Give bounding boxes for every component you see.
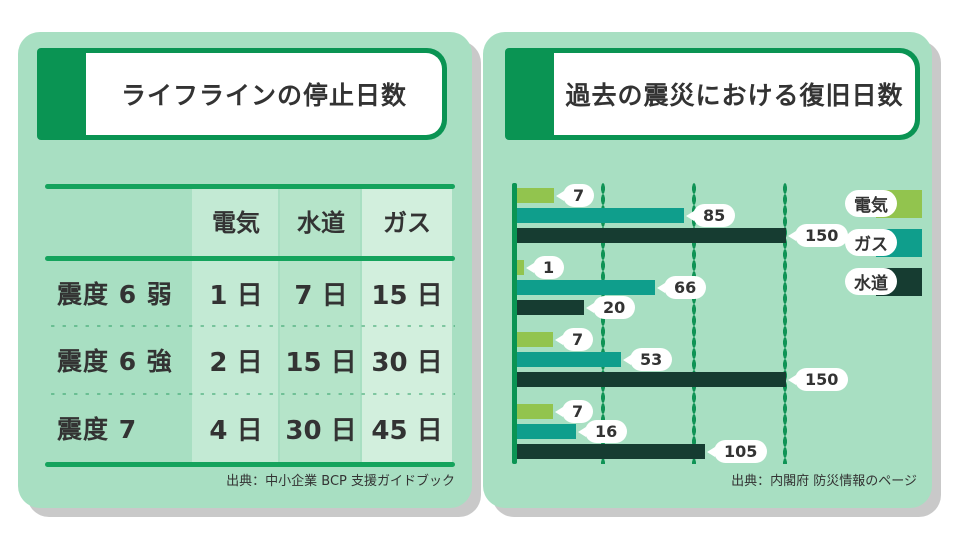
- bar-segment: [517, 444, 705, 459]
- gridline-50: [601, 183, 605, 464]
- bar-denki: 7: [517, 328, 594, 351]
- left-source-note: 出典：中小企業 BCP 支援ガイドブック: [226, 474, 455, 489]
- value-bubble: 85: [693, 204, 736, 227]
- table-header-rule: [45, 256, 455, 261]
- cell-value: 15 日: [371, 280, 443, 311]
- table-header-suido: 水道: [297, 208, 345, 237]
- row-label: 震度 6 弱: [57, 280, 173, 309]
- row-label: 震度 7: [57, 415, 138, 444]
- cell-value: 4 日: [209, 415, 263, 446]
- value-bubble: 66: [664, 276, 707, 299]
- value-bubble: 7: [562, 328, 594, 351]
- cell-value: 7 日: [294, 280, 348, 311]
- table-bottom-rule: [45, 462, 455, 467]
- right-panel-title-box: 過去の震災における復旧日数: [505, 48, 920, 140]
- cell-value: 2 日: [209, 347, 263, 378]
- bar-suido: 105: [517, 440, 768, 463]
- table-header-gas: ガス: [383, 208, 431, 237]
- bar-gas: 66: [517, 276, 707, 299]
- bar-gas: 16: [517, 420, 628, 443]
- bar-segment: [517, 188, 554, 203]
- bar-segment: [517, 228, 786, 243]
- gridline-100: [692, 183, 696, 464]
- right-source-note: 出典：内閣府 防災情報のページ: [731, 474, 917, 489]
- cell-value: 30 日: [371, 347, 443, 378]
- legend-label-suido: 水道: [845, 268, 897, 295]
- value-bubble: 16: [585, 420, 628, 443]
- value-bubble: 20: [593, 296, 636, 319]
- table-header-denki: 電気: [212, 208, 260, 237]
- cell-value: 15 日: [285, 347, 357, 378]
- bar-segment: [517, 300, 584, 315]
- table-row: 震度 7 4 日 30 日 45 日: [45, 398, 455, 458]
- cell-value: 45 日: [371, 415, 443, 446]
- value-bubble: 150: [795, 368, 849, 391]
- value-bubble: 105: [714, 440, 768, 463]
- lifeline-stoppage-panel: ライフラインの停止日数 電気 水道 ガス 震度 6 弱 1 日 7 日 15 日…: [18, 32, 472, 508]
- value-bubble: 7: [562, 400, 594, 423]
- bar-suido: 150: [517, 368, 849, 391]
- table-row: 震度 6 弱 1 日 7 日 15 日: [45, 263, 455, 323]
- bar-suido: 150: [517, 224, 849, 247]
- bar-denki: 7: [517, 184, 595, 207]
- gridline-150: [783, 183, 787, 464]
- bar-suido: 20: [517, 296, 636, 319]
- bar-segment: [517, 424, 576, 439]
- chart-y-axis: [512, 183, 517, 464]
- row-divider-dotted: [45, 324, 455, 328]
- recovery-days-panel: 過去の震災における復旧日数 7 85 150 1 66 20 7 53 150: [483, 32, 932, 508]
- legend-label-denki: 電気: [845, 190, 897, 217]
- bar-segment: [517, 352, 621, 367]
- bar-segment: [517, 260, 524, 275]
- value-bubble: 7: [563, 184, 595, 207]
- bar-segment: [517, 372, 786, 387]
- bar-gas: 53: [517, 348, 673, 371]
- bar-segment: [517, 332, 553, 347]
- row-divider-dotted: [45, 392, 455, 396]
- bar-denki: 7: [517, 400, 594, 423]
- value-bubble: 150: [795, 224, 849, 247]
- table-header-row: 電気 水道 ガス: [45, 190, 455, 250]
- legend-label-gas: ガス: [845, 229, 897, 256]
- bar-segment: [517, 208, 684, 223]
- cell-value: 1 日: [209, 280, 263, 311]
- left-panel-title-box: ライフラインの停止日数: [37, 48, 447, 140]
- value-bubble: 53: [630, 348, 673, 371]
- table-top-rule: [45, 184, 455, 189]
- bar-denki: 1: [517, 256, 565, 279]
- right-panel-title: 過去の震災における復旧日数: [554, 53, 915, 135]
- row-label: 震度 6 強: [57, 347, 173, 376]
- table-row: 震度 6 強 2 日 15 日 30 日: [45, 330, 455, 390]
- bar-segment: [517, 404, 553, 419]
- value-bubble: 1: [533, 256, 565, 279]
- bar-segment: [517, 280, 655, 295]
- left-panel-title: ライフラインの停止日数: [86, 53, 442, 135]
- cell-value: 30 日: [285, 415, 357, 446]
- bar-gas: 85: [517, 204, 736, 227]
